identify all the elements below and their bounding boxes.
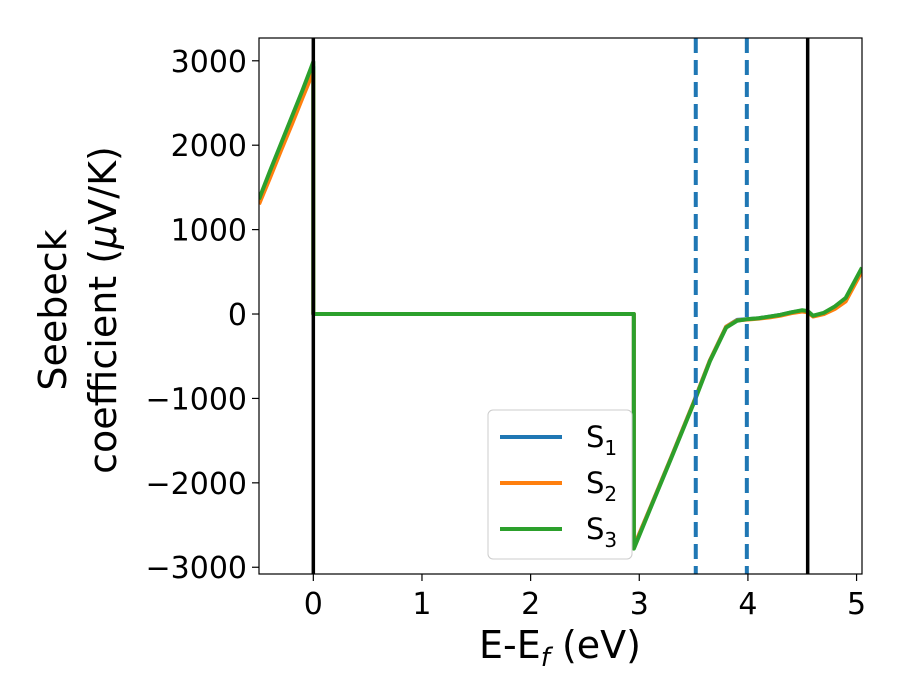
x-tick-label: 2 <box>521 587 540 622</box>
plot-frame <box>258 37 863 575</box>
x-tick-label: 3 <box>630 587 649 622</box>
legend-label-s3: S3 <box>586 512 617 552</box>
y-tick-label: 3000 <box>171 45 247 80</box>
svg-text:coefficient (μV/K): coefficient (μV/K) <box>81 146 125 474</box>
y-tick-label: 1000 <box>171 214 247 249</box>
y-tick-label: −2000 <box>146 467 247 502</box>
y-tick-label: −1000 <box>146 382 247 417</box>
y-tick-label: 0 <box>228 298 247 333</box>
x-tick-label: 1 <box>412 587 431 622</box>
x-tick-label: 4 <box>738 587 757 622</box>
plot-layer: 0 1 2 3 4 5 −3000 −2000 −1000 0 1000 2000 3000 <box>146 37 866 622</box>
legend-label-s2: S2 <box>586 466 617 506</box>
x-tick-label: 5 <box>847 587 866 622</box>
legend: S1 S2 S3 <box>487 409 633 560</box>
y-axis-label: Seebeck coefficient (μV/K) <box>31 146 125 474</box>
y-tick-label: −3000 <box>146 551 247 586</box>
x-tick-label: 0 <box>304 587 323 622</box>
y-tick-label: 2000 <box>171 129 247 164</box>
x-axis-label: E-Ef (eV) <box>479 623 641 673</box>
legend-label-s1: S1 <box>586 420 617 460</box>
plot-area <box>259 38 862 574</box>
svg-text:Seebeck: Seebeck <box>31 229 75 390</box>
